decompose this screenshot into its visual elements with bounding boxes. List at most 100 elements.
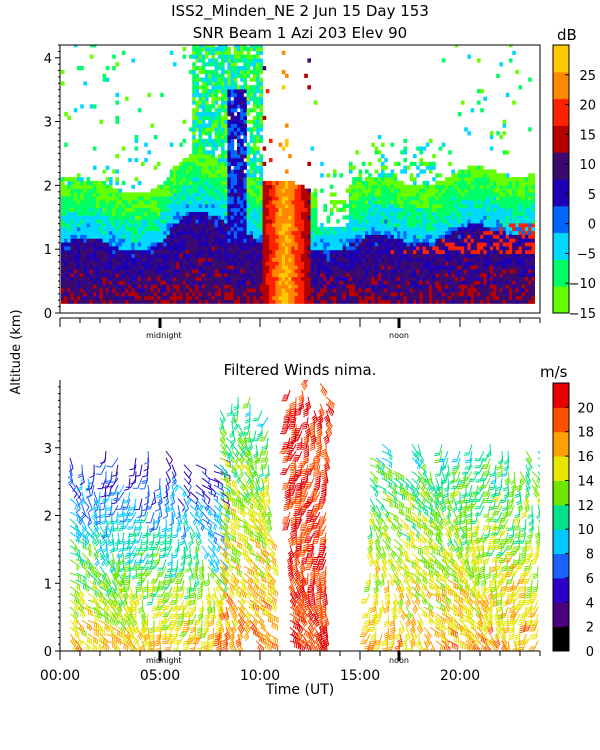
snr-cell (67, 215, 71, 220)
snr-cell (345, 299, 350, 304)
snr-cell (230, 69, 235, 75)
snr-cell (294, 261, 299, 266)
snr-cell (342, 203, 347, 209)
snr-cell (64, 234, 68, 239)
snr-cell (214, 242, 219, 247)
snr-cell (368, 203, 372, 209)
snr-cell (227, 280, 231, 285)
snr-cell (246, 257, 251, 262)
snr-cell (173, 268, 177, 274)
snr-cell (93, 299, 97, 304)
snr-cell (227, 203, 231, 209)
snr-cell (211, 50, 215, 55)
snr-cell (224, 242, 228, 247)
snr-cell (240, 89, 244, 94)
snr-cell (89, 288, 94, 293)
snr-cell (409, 161, 414, 166)
snr-cell (291, 253, 295, 258)
snr-cell (115, 284, 119, 289)
snr-cell (166, 219, 171, 224)
snr-cell (253, 242, 257, 247)
snr-cell (141, 257, 145, 262)
snr-cell (256, 138, 260, 144)
snr-cell (240, 50, 244, 55)
snr-cell (246, 215, 251, 220)
snr-cell (349, 226, 353, 232)
snr-cell (451, 196, 455, 201)
snr-cell (214, 157, 219, 163)
snr-cell (205, 246, 209, 251)
snr-cell (64, 238, 68, 243)
snr-cell (121, 50, 126, 55)
snr-cell (371, 223, 375, 228)
snr-cell (352, 223, 356, 228)
snr-cell (355, 177, 359, 182)
snr-cell (192, 223, 196, 228)
snr-cell (205, 165, 209, 170)
snr-cell (438, 180, 443, 186)
snr-cell (349, 291, 353, 297)
snr-cell (281, 230, 286, 235)
snr-cell (368, 238, 372, 243)
snr-cell (195, 192, 199, 197)
snr-cell (77, 223, 81, 228)
snr-cell (310, 146, 315, 151)
snr-cell (192, 89, 196, 94)
snr-cell (435, 272, 439, 278)
snr-cell (269, 226, 273, 232)
snr-cell (246, 173, 251, 178)
snr-cell (195, 246, 199, 251)
snr-cell (368, 276, 372, 281)
snr-cell (198, 96, 203, 101)
snr-cell (416, 276, 420, 281)
snr-cell (125, 288, 129, 293)
snr-cell (320, 253, 324, 258)
snr-cell (262, 280, 267, 285)
snr-cell (61, 180, 65, 186)
snr-cell (83, 180, 87, 186)
snr-cell (377, 295, 382, 300)
snr-cell (262, 203, 267, 209)
snr-cell (477, 246, 481, 251)
snr-cell (297, 207, 302, 212)
snr-cell (461, 253, 465, 258)
snr-cell (400, 223, 404, 228)
snr-cell (227, 299, 231, 304)
snr-cell (390, 230, 395, 235)
snr-cell (448, 196, 452, 201)
snr-cell (454, 230, 459, 235)
snr-cell (214, 115, 219, 121)
snr-cell (246, 246, 251, 251)
snr-cell (406, 215, 411, 220)
snr-cell (291, 223, 295, 228)
snr-cell (192, 73, 196, 78)
snr-cell (243, 81, 247, 86)
snr-cell (256, 157, 260, 163)
snr-cell (345, 249, 350, 255)
snr-cell (461, 242, 465, 247)
snr-cell (365, 268, 369, 274)
snr-cell (352, 295, 356, 300)
snr-cell (259, 265, 263, 270)
snr-cell (422, 234, 427, 239)
snr-cell (377, 192, 382, 197)
snr-cell (358, 242, 363, 247)
snr-cell (467, 249, 471, 255)
snr-cell (89, 265, 94, 270)
snr-cell (265, 246, 270, 251)
snr-cell (429, 249, 433, 255)
snr-cell (291, 188, 295, 193)
snr-cell (403, 295, 407, 300)
snr-cell (201, 161, 206, 166)
snr-cell (461, 177, 465, 182)
snr-cell (435, 268, 439, 274)
snr-cell (259, 238, 263, 243)
snr-cell (208, 230, 212, 235)
snr-cell (435, 215, 439, 220)
snr-cell (464, 211, 468, 216)
snr-cell (205, 46, 209, 52)
snr-cell (333, 226, 337, 232)
snr-cell (285, 284, 289, 289)
snr-cell (83, 230, 87, 235)
snr-cell (454, 177, 459, 182)
